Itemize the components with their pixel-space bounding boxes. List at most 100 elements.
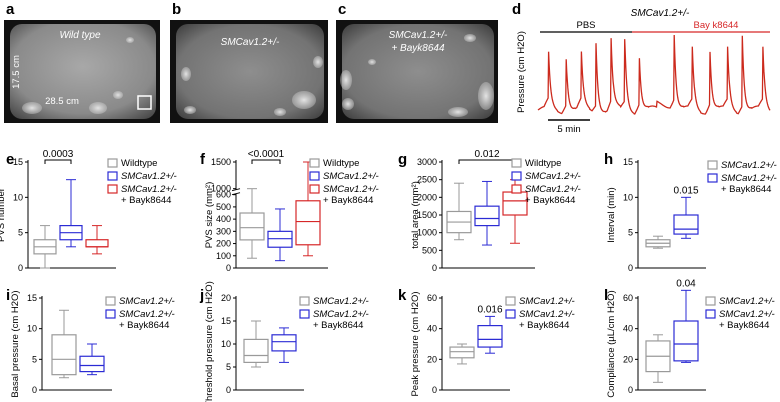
legend-label: SMCav1.2+/- — [313, 309, 369, 320]
legend-label: SMCav1.2+/- — [323, 171, 379, 182]
panel-j: j 0 5 10 15 20 Threshold pressure (cm H2O) SMCa… — [199, 281, 369, 402]
legend-label-suffix: + Bayk8644 — [119, 320, 169, 331]
panel-label-d: d — [512, 1, 521, 18]
panel-i: i 0 5 10 15 Basal pressure (cm H2O) SMCav1.2+/… — [6, 287, 175, 398]
y-tick-label: 15 — [221, 316, 231, 326]
box-0 — [51, 309, 77, 379]
legend-swatch — [505, 309, 516, 319]
y-tick-label: 0 — [18, 263, 23, 273]
box-2 — [85, 225, 109, 255]
y-tick-label: 300 — [216, 226, 231, 236]
pvs-spot — [113, 91, 123, 99]
panel-label-h: h — [604, 151, 613, 168]
legend-label-suffix: + Bayk8644 — [519, 320, 569, 331]
y-tick-label: 15 — [623, 157, 633, 167]
legend-label: Wildtype — [525, 158, 561, 169]
legend-swatch — [105, 296, 116, 306]
pvs-spot — [22, 102, 42, 114]
pvs-spot — [274, 108, 286, 116]
box-0 — [449, 343, 475, 365]
y-axis-label: PVS number — [0, 188, 7, 242]
trace-title: SMCav1.2+/- — [631, 8, 690, 19]
y-tick-label: 2000 — [417, 192, 437, 202]
significance-value: 0.015 — [673, 185, 698, 196]
photo-b-title: SMCav1.2+/- — [221, 37, 280, 48]
box-iqr — [295, 200, 321, 246]
photo-a-title: Wild type — [59, 30, 100, 41]
legend-label: Wildtype — [121, 158, 157, 169]
y-tick-label: 0 — [226, 263, 231, 273]
pvs-spot — [89, 102, 107, 114]
scale-bar-label: 5 min — [557, 124, 580, 135]
y-tick-label: 0 — [432, 385, 437, 395]
box-1 — [477, 315, 503, 354]
panel-label-c: c — [338, 1, 346, 18]
legend-swatch — [299, 309, 310, 319]
legend-label: SMCav1.2+/- — [519, 296, 575, 307]
legend-swatch — [705, 309, 716, 319]
box-iqr — [474, 205, 500, 227]
panel-label-k: k — [398, 287, 407, 304]
photo-wild-type — [4, 20, 160, 123]
photo-smcav12 — [170, 20, 328, 123]
y-axis-label: PVS size (mm²) — [204, 182, 215, 249]
y-tick-label: 10 — [221, 339, 231, 349]
box-2 — [295, 161, 321, 257]
photo-smcav12-bayk — [336, 20, 498, 123]
panel-label-g: g — [398, 151, 407, 168]
box-iqr — [51, 334, 77, 376]
legend-swatch — [107, 171, 118, 181]
panel-label-b: b — [172, 1, 181, 18]
legend-swatch — [105, 309, 116, 319]
legend-label-suffix: + Bayk8644 — [525, 195, 575, 206]
y-tick-label: 5 — [226, 362, 231, 372]
legend-swatch — [511, 171, 522, 181]
legend-label: SMCav1.2+/- — [519, 309, 575, 320]
y-tick-label: 20 — [623, 354, 633, 364]
axis-break-gap — [232, 189, 240, 194]
legend-swatch — [299, 296, 310, 306]
box-iqr — [243, 338, 269, 363]
legend-label: SMCav1.2+/- — [719, 309, 775, 320]
y-tick-label: 1000 — [211, 184, 231, 194]
y-tick-label: 0 — [628, 263, 633, 273]
legend-label: SMCav1.2+/- — [721, 173, 777, 184]
legend-label: SMCav1.2+/- — [719, 296, 775, 307]
legend-swatch — [511, 158, 522, 168]
y-tick-label: 400 — [216, 214, 231, 224]
box-iqr — [271, 334, 297, 352]
y-tick-label: 2500 — [417, 175, 437, 185]
segment-label-0: PBS — [576, 20, 595, 31]
legend-swatch — [107, 158, 118, 168]
box-1 — [271, 327, 297, 363]
photo-a-width: 28.5 cm — [45, 96, 79, 107]
legend-label: SMCav1.2+/- — [323, 184, 379, 195]
trace-ylabel: Pressure (cm H2O) — [516, 31, 527, 113]
legend-label: SMCav1.2+/- — [119, 309, 175, 320]
box-iqr — [477, 325, 503, 348]
box-1 — [673, 196, 699, 239]
legend-label: SMCav1.2+/- — [721, 160, 777, 171]
panel-k: k 0 20 40 60 Peak pressure (cm H2O) 0.016 SMCav… — [398, 287, 575, 397]
photo-c-title-2: + Bayk8644 — [391, 43, 445, 54]
axis-break-mark — [231, 192, 241, 196]
segment-label-1: Bay k8644 — [694, 20, 739, 31]
box-iqr — [673, 214, 699, 235]
pvs-spot — [478, 82, 494, 110]
pvs-spot — [181, 67, 191, 81]
y-axis-label: Basal pressure (cm H2O) — [10, 290, 21, 397]
box-iqr — [449, 346, 475, 359]
box-iqr — [267, 230, 293, 248]
pvs-spot — [368, 59, 376, 65]
box-1 — [673, 289, 699, 363]
legend-swatch — [309, 158, 320, 168]
pvs-spot — [340, 70, 352, 90]
panel-label-a: a — [6, 1, 15, 18]
significance-value: 0.016 — [477, 304, 502, 315]
significance-value: <0.0001 — [248, 149, 285, 160]
y-tick-label: 60 — [427, 293, 437, 303]
y-axis-label: Compliance (µL/cm H2O) — [606, 290, 617, 397]
